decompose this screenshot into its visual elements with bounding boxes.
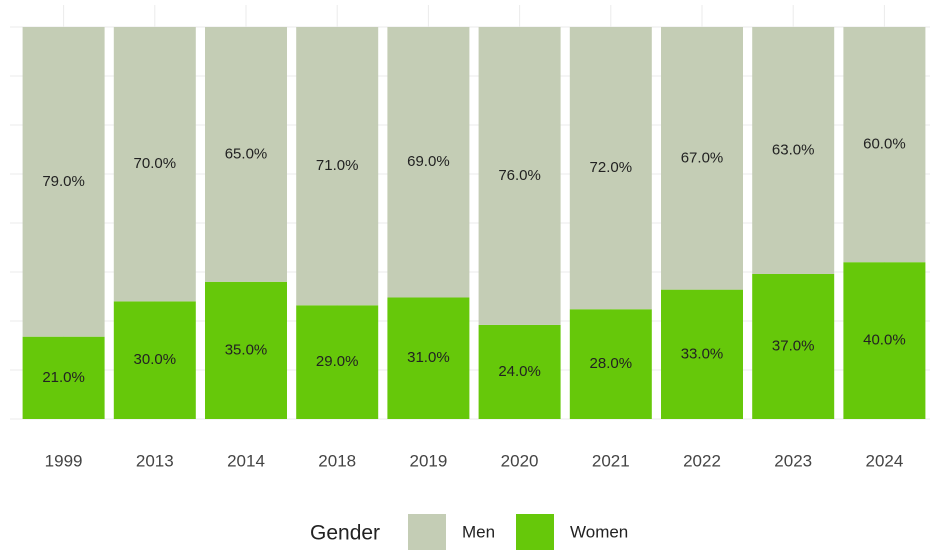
bar-segment bbox=[387, 297, 470, 419]
data-label: 76.0% bbox=[498, 167, 541, 184]
bar-segment bbox=[22, 27, 105, 337]
bar-segment bbox=[752, 27, 835, 274]
bar-segment bbox=[478, 27, 561, 325]
bar-segment bbox=[296, 27, 379, 306]
data-label: 35.0% bbox=[225, 341, 268, 358]
bar-segment bbox=[843, 262, 926, 419]
legend-label: Men bbox=[462, 522, 495, 541]
data-label: 72.0% bbox=[590, 159, 633, 176]
data-label: 30.0% bbox=[134, 351, 177, 368]
bar-segment bbox=[569, 27, 652, 310]
data-label: 33.0% bbox=[681, 345, 724, 362]
x-tick-label: 2021 bbox=[592, 451, 630, 470]
data-label: 21.0% bbox=[42, 369, 85, 386]
bar-segment bbox=[661, 289, 743, 419]
bar-segment bbox=[661, 27, 743, 290]
data-label: 24.0% bbox=[498, 363, 541, 380]
data-label: 31.0% bbox=[407, 349, 450, 366]
x-tick-label: 2019 bbox=[409, 451, 447, 470]
bar-segment bbox=[22, 336, 105, 419]
bar-segment bbox=[113, 301, 196, 419]
legend-swatch bbox=[408, 514, 446, 550]
bar-segment bbox=[205, 281, 287, 419]
bar-segment bbox=[478, 324, 561, 419]
data-label: 63.0% bbox=[772, 141, 815, 158]
legend-swatch bbox=[516, 514, 554, 550]
bar-segment bbox=[569, 309, 652, 419]
x-tick-label: 2014 bbox=[227, 451, 265, 470]
data-label: 29.0% bbox=[316, 353, 359, 370]
data-label: 67.0% bbox=[681, 149, 724, 166]
x-tick-label: 1999 bbox=[45, 451, 83, 470]
x-tick-label: 2013 bbox=[136, 451, 174, 470]
data-label: 69.0% bbox=[407, 153, 450, 170]
legend-title: Gender bbox=[310, 522, 380, 545]
bar-segment bbox=[387, 27, 470, 298]
data-label: 28.0% bbox=[590, 355, 633, 372]
data-label: 65.0% bbox=[225, 145, 268, 162]
data-label: 37.0% bbox=[772, 337, 815, 354]
bar-segment bbox=[752, 273, 835, 419]
x-tick-label: 2023 bbox=[774, 451, 812, 470]
x-tick-label: 2022 bbox=[683, 451, 721, 470]
data-label: 40.0% bbox=[863, 332, 906, 349]
data-label: 70.0% bbox=[134, 155, 177, 172]
bar-segment bbox=[843, 27, 926, 263]
data-label: 79.0% bbox=[42, 173, 85, 190]
data-label: 71.0% bbox=[316, 157, 359, 174]
x-tick-label: 2024 bbox=[865, 451, 903, 470]
bar-segment bbox=[205, 27, 287, 282]
x-tick-label: 2018 bbox=[318, 451, 356, 470]
data-label: 60.0% bbox=[863, 136, 906, 153]
bar-segment bbox=[296, 305, 379, 419]
legend-label: Women bbox=[570, 522, 628, 541]
bar-segment bbox=[113, 27, 196, 302]
x-tick-label: 2020 bbox=[501, 451, 539, 470]
